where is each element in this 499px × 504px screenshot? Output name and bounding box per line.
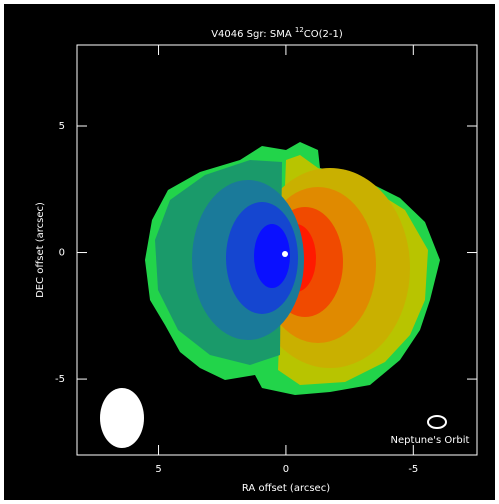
chart: V4046 Sgr: SMA 12CO(2-1) Neptune's Orbit… [0,0,499,504]
x-tick-label: -5 [408,464,418,475]
beam [100,388,144,448]
x-axis-label: RA offset (arcsec) [242,483,330,494]
y-tick-label: -5 [55,374,65,385]
annotation: Neptune's Orbit [391,435,470,446]
x-tick-label: 0 [283,464,289,475]
chart-title: V4046 Sgr: SMA 12CO(2-1) [211,26,343,40]
y-tick-label: 5 [59,121,65,132]
x-tick-label: 5 [155,464,161,475]
y-tick-label: 0 [59,248,65,259]
y-axis-label: DEC offset (arcsec) [35,202,46,298]
